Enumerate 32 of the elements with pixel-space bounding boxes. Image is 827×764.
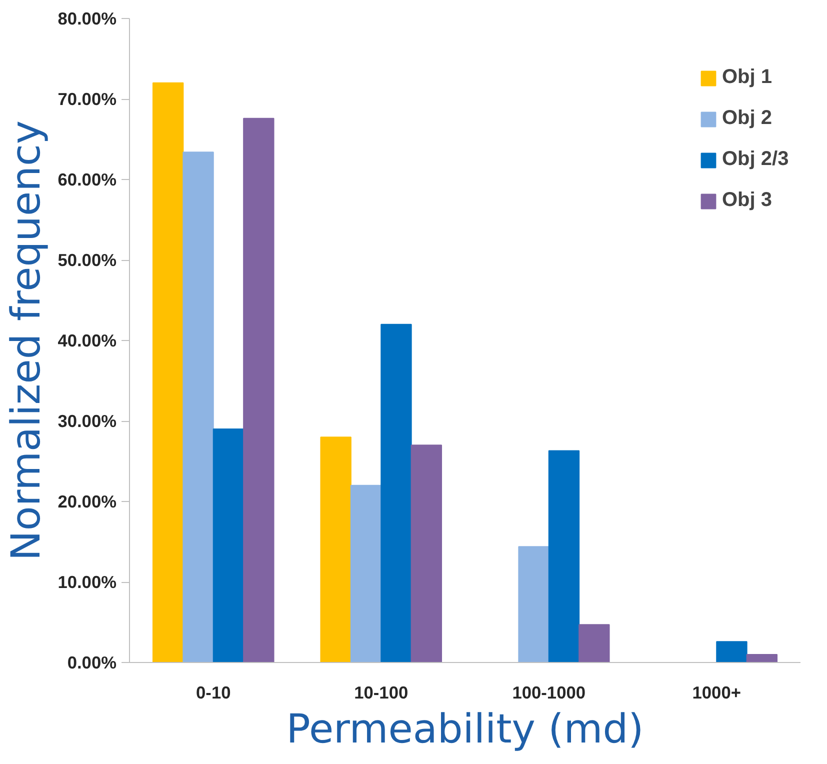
x-tick-label: 1000+ — [692, 682, 741, 702]
y-tick-label: 20.00% — [58, 492, 117, 512]
bar — [746, 654, 778, 662]
bar — [350, 484, 382, 662]
x-tick-label: 100-1000 — [512, 682, 586, 702]
y-tick-label: 30.00% — [58, 411, 117, 431]
bar — [152, 82, 184, 662]
x-axis-title: Permeability (md) — [286, 706, 644, 752]
y-tick-label: 50.00% — [58, 250, 117, 270]
y-axis-title: Normalized frequency — [4, 120, 50, 561]
bar — [518, 546, 550, 662]
y-tick-label: 10.00% — [58, 572, 117, 592]
bar — [320, 436, 352, 662]
bar — [716, 641, 748, 662]
x-tick-label: 10-100 — [354, 682, 408, 702]
y-tick-label: 70.00% — [58, 89, 117, 109]
legend-label: Obj 3 — [722, 189, 772, 212]
bar — [182, 152, 214, 662]
bar — [212, 428, 244, 662]
legend-label: Obj 2 — [722, 107, 772, 130]
bar — [578, 624, 610, 662]
y-tick-label: 80.00% — [58, 8, 117, 28]
bar — [548, 450, 580, 662]
bar — [243, 118, 274, 662]
bar — [410, 444, 442, 662]
bar — [380, 324, 412, 662]
y-tick-label: 0.00% — [67, 652, 117, 672]
legend-label: Obj 2/3 — [722, 148, 789, 171]
y-tick-label: 60.00% — [58, 170, 117, 190]
y-tick-label: 40.00% — [58, 330, 117, 350]
legend-label: Obj 1 — [722, 66, 772, 89]
x-tick-label: 0-10 — [196, 682, 231, 702]
